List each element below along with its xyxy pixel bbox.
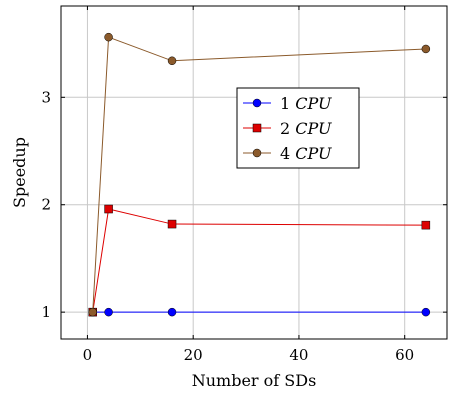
tick-labels: 0 20 40 60 1 2 3	[41, 88, 414, 364]
legend-count: 2	[280, 119, 295, 138]
plot-frame	[60, 5, 448, 340]
series-line	[92, 36, 426, 313]
data-point	[421, 44, 431, 54]
data-point	[104, 32, 113, 42]
series-layer	[88, 32, 431, 317]
legend-item: 2 CPU	[243, 119, 332, 138]
legend-count: 1	[280, 94, 295, 113]
y-tick-label: 1	[41, 303, 51, 321]
legend-label: 1 CPU	[280, 94, 332, 113]
y-tick-label: 2	[41, 196, 51, 214]
data-point	[167, 56, 177, 66]
x-tick-label: 40	[289, 346, 308, 364]
legend-marker	[252, 98, 262, 108]
data-point	[421, 307, 431, 317]
y-axis-label: Speedup	[10, 137, 29, 208]
series-2	[88, 204, 431, 317]
data-point	[104, 307, 113, 317]
legend-label: 4 CPU	[280, 144, 332, 163]
series-line	[92, 208, 426, 313]
legend-unit: CPU	[295, 94, 332, 113]
data-point	[421, 220, 431, 230]
data-point	[88, 307, 97, 317]
data-point	[104, 204, 113, 214]
grid	[61, 6, 447, 339]
legend-unit: CPU	[295, 144, 332, 163]
x-axis-label: Number of SDs	[192, 371, 317, 390]
legend-marker	[252, 148, 262, 158]
x-tick-label: 60	[395, 346, 414, 364]
legend-marker	[252, 123, 262, 133]
y-tick-label: 3	[41, 88, 51, 106]
x-tick-label: 20	[184, 346, 203, 364]
axis-ticks	[61, 6, 447, 339]
series-1	[88, 307, 431, 317]
x-tick-label: 0	[83, 346, 93, 364]
legend-item: 1 CPU	[243, 94, 332, 113]
legend-count: 4	[280, 144, 295, 163]
data-point	[167, 307, 177, 317]
data-point	[167, 219, 177, 229]
legend-label: 2 CPU	[280, 119, 332, 138]
legend-item: 4 CPU	[243, 144, 332, 163]
legend-unit: CPU	[295, 119, 332, 138]
series-3	[88, 32, 431, 317]
